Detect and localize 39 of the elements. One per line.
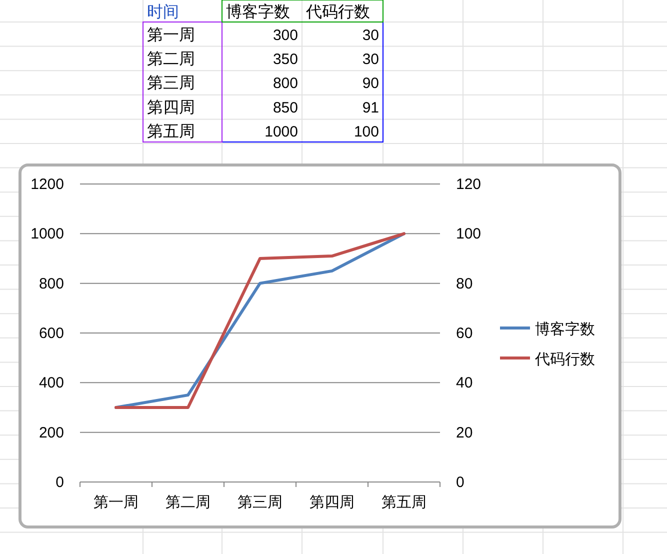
data-label: 800	[272, 75, 298, 92]
y-tick-label: 0	[56, 474, 64, 491]
data-label: 30	[362, 27, 379, 44]
data-label: 350	[272, 51, 298, 68]
x-tick-label: 第一周	[94, 494, 138, 511]
legend-label: 博客字数	[535, 321, 595, 338]
category-label: 第一周	[147, 27, 195, 44]
category-label: 第四周	[147, 99, 195, 116]
data-label: 850	[272, 99, 298, 116]
y-tick-label: 800	[38, 275, 64, 292]
category-label: 第二周	[147, 51, 195, 68]
y-tick-label: 600	[38, 325, 64, 342]
x-tick-label: 第三周	[238, 494, 282, 511]
data-label: 1000	[264, 123, 298, 140]
y2-tick-label: 40	[456, 374, 473, 392]
data-label: 30	[362, 51, 379, 68]
x-tick-label: 第五周	[382, 494, 426, 511]
y-tick-label: 1200	[30, 176, 64, 193]
y-tick-label: 400	[38, 374, 64, 392]
data-label: 100	[354, 123, 379, 140]
y2-tick-label: 0	[456, 474, 464, 491]
data-label: 91	[362, 99, 379, 116]
x-tick-label: 第四周	[310, 494, 354, 511]
category-label: 第五周	[147, 123, 195, 140]
text: 代码行数	[305, 4, 370, 21]
category-label: 第三周	[147, 75, 195, 92]
y2-tick-label: 100	[456, 226, 482, 243]
y2-tick-label: 80	[456, 275, 473, 292]
legend-label: 代码行数	[534, 351, 595, 368]
y-tick-label: 200	[38, 424, 64, 442]
text: 时间	[147, 3, 179, 21]
y2-tick-label: 20	[456, 424, 473, 442]
text: 博客字数	[226, 3, 290, 21]
y-tick-label: 1000	[30, 226, 64, 243]
data-label: 300	[272, 27, 298, 44]
data-label: 90	[362, 75, 379, 92]
x-tick-label: 第二周	[166, 494, 210, 511]
y2-tick-label: 60	[456, 325, 473, 342]
y2-tick-label: 120	[456, 176, 482, 193]
